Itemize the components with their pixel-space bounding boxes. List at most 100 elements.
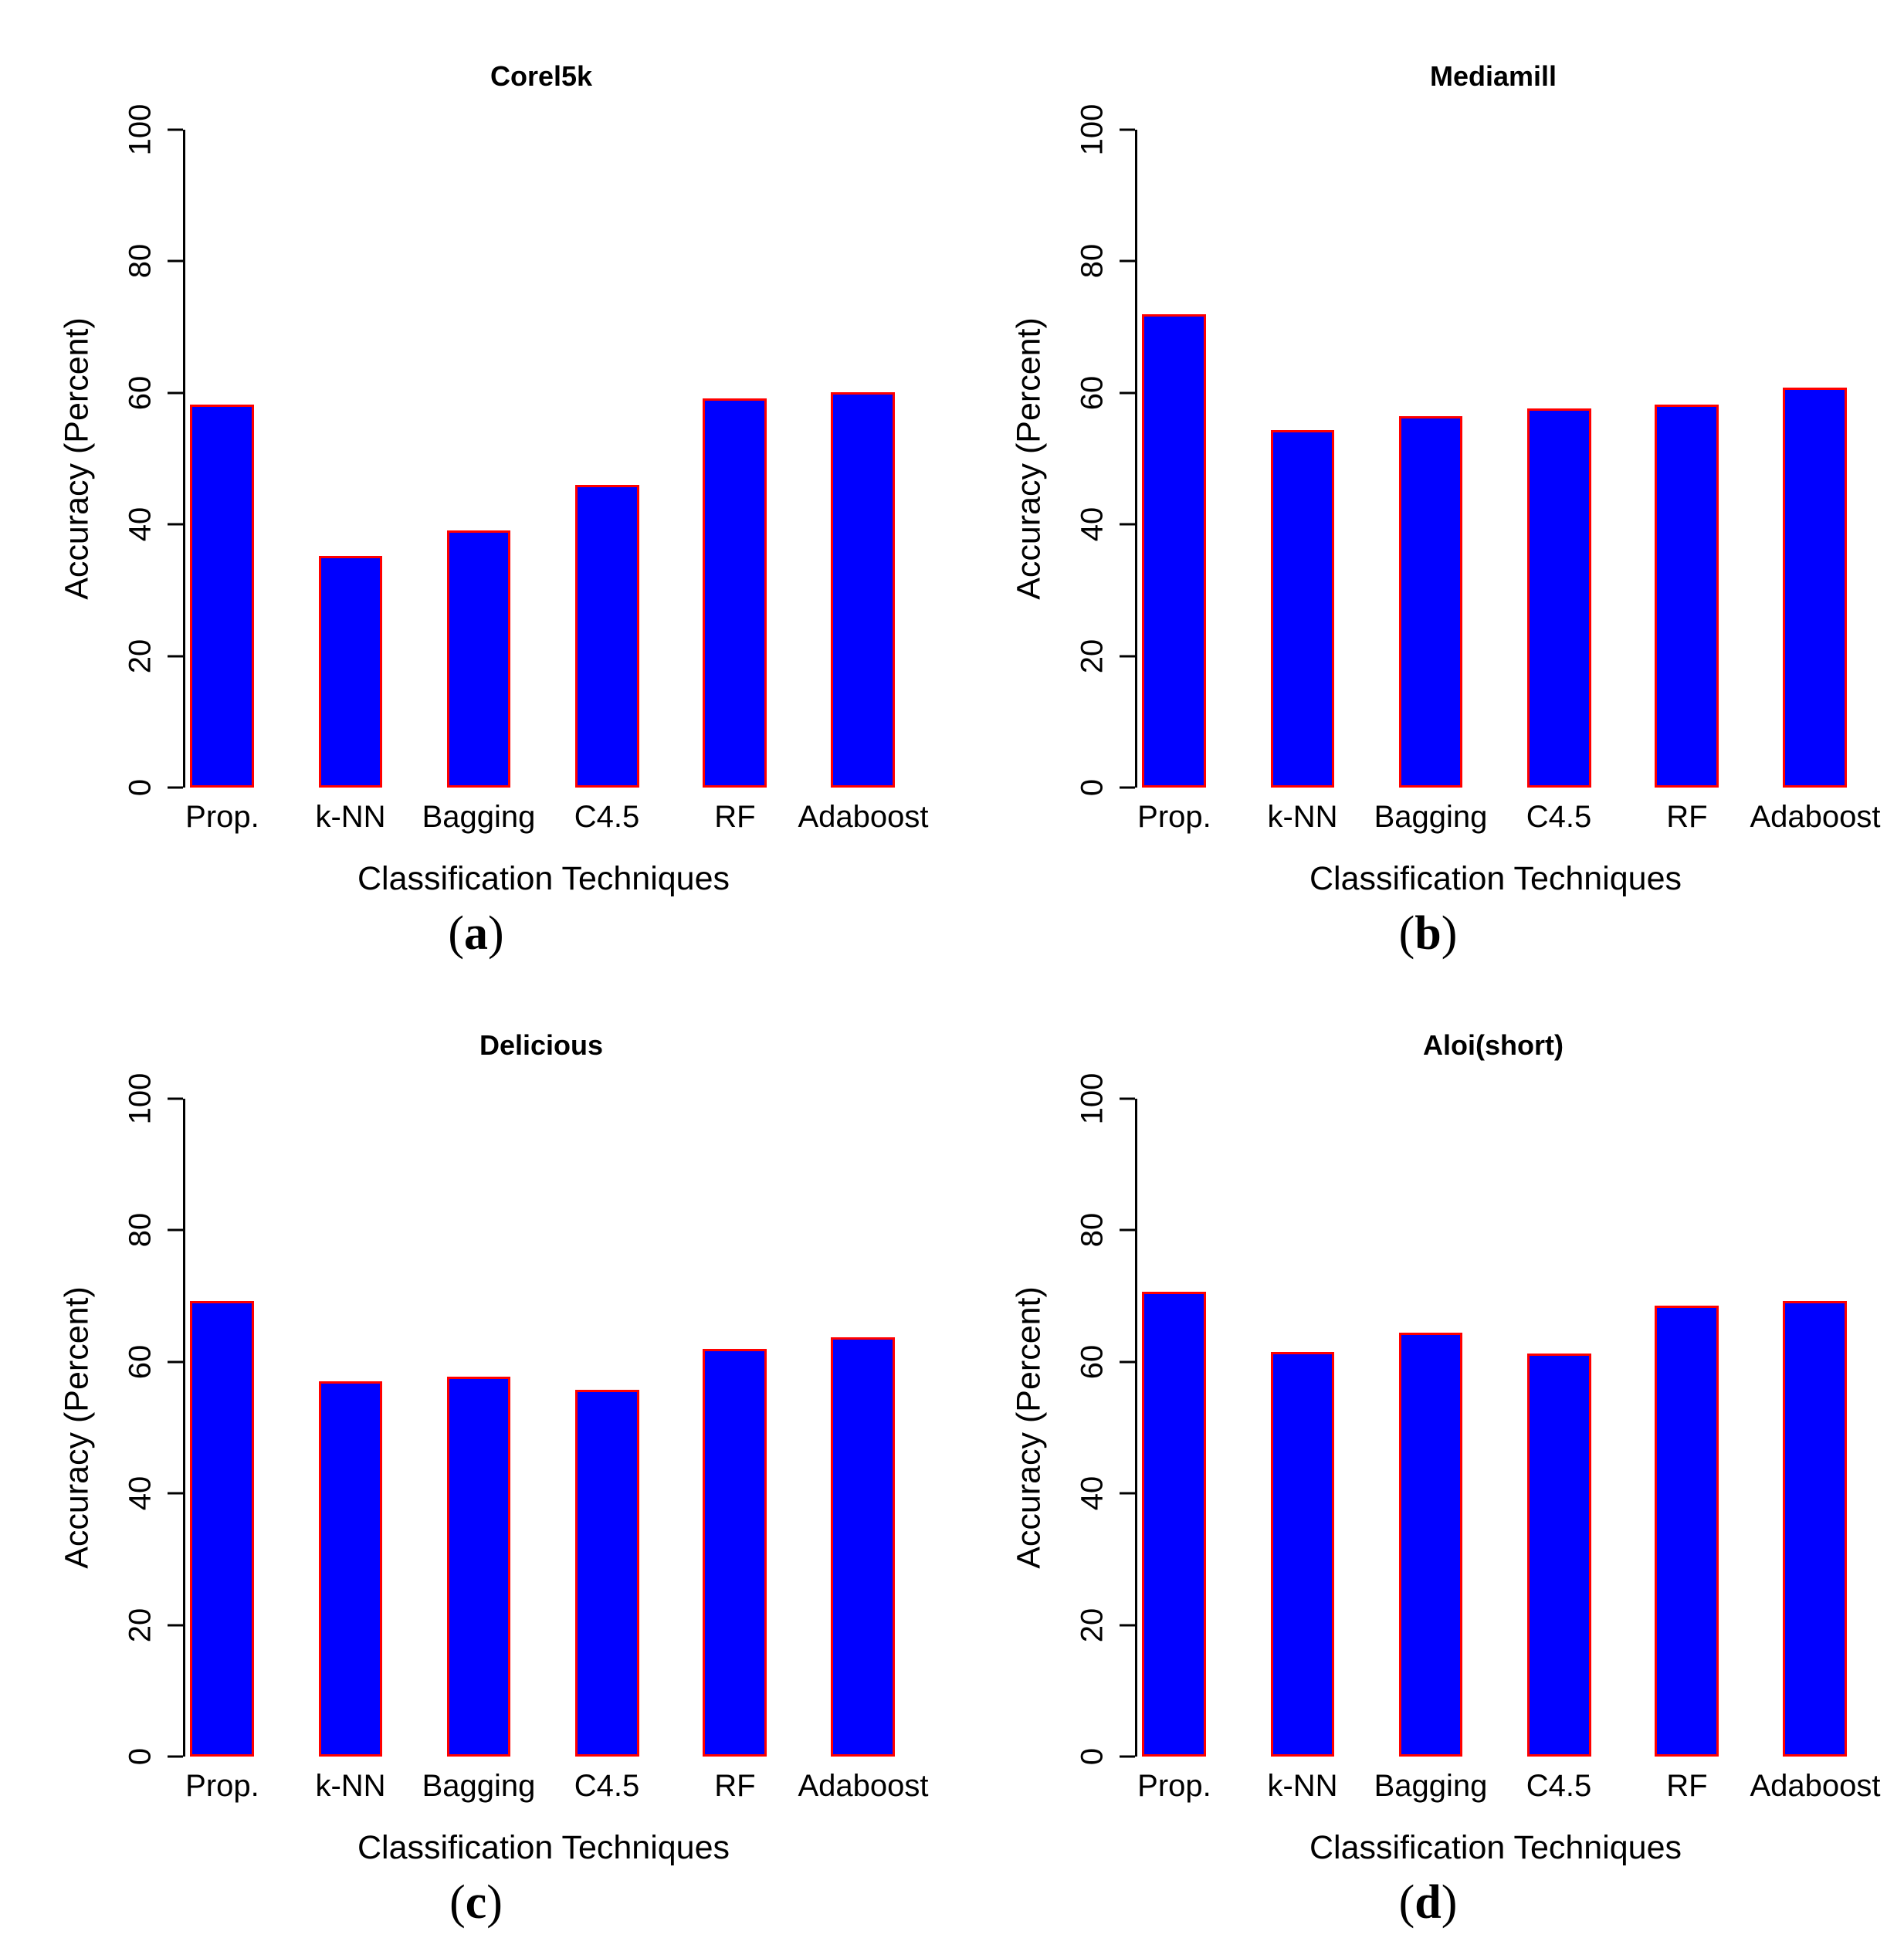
chart-title: Delicious <box>479 1029 604 1061</box>
y-tick-label: 20 <box>123 639 158 673</box>
x-axis-label: Classification Techniques <box>1309 1829 1682 1866</box>
panel-label-letter: a <box>464 907 488 960</box>
x-tick-label: Prop. <box>1137 800 1211 834</box>
panel-c: Delicious Accuracy (Percent) Classificat… <box>0 969 952 1938</box>
x-tick-label: RF <box>1666 800 1708 834</box>
chart-title: Aloi(short) <box>1423 1029 1564 1061</box>
y-tick-mark <box>168 259 183 263</box>
x-tick-label: Bagging <box>1374 800 1488 834</box>
y-tick-mark <box>1120 1097 1135 1100</box>
panel-label-close-paren: ) <box>1441 1876 1458 1929</box>
bar-k-nn <box>318 1381 383 1757</box>
y-tick-mark <box>1120 259 1135 263</box>
x-tick-label: RF <box>1666 1769 1708 1803</box>
x-axis-label: Classification Techniques <box>357 1829 730 1866</box>
y-tick-label: 60 <box>1075 375 1110 411</box>
y-tick-mark <box>168 655 183 658</box>
y-tick-label: 80 <box>123 244 158 279</box>
panel-d: Aloi(short) Accuracy (Percent) Classific… <box>952 969 1904 1938</box>
x-axis-label: Classification Techniques <box>357 860 730 897</box>
bar-rf <box>1655 405 1719 788</box>
bar-k-nn <box>318 556 383 788</box>
y-tick-label: 40 <box>1075 507 1110 542</box>
y-tick-label: 100 <box>123 1072 158 1125</box>
x-tick-label: C4.5 <box>1526 800 1592 834</box>
bar-prop- <box>1142 313 1207 788</box>
plot-area: Accuracy (Percent) Classification Techni… <box>59 1073 929 1866</box>
y-tick-label: 20 <box>1075 639 1110 673</box>
x-tick-label: RF <box>714 1769 756 1803</box>
panel-label-close-paren: ) <box>488 907 504 960</box>
chart-title: Corel5k <box>490 60 593 92</box>
panel-label-close-paren: ) <box>486 1876 503 1929</box>
bar-c4-5 <box>1526 408 1591 788</box>
panel-label: (a) <box>448 906 503 961</box>
y-tick-label: 100 <box>123 103 158 156</box>
y-tick-mark <box>168 128 183 131</box>
x-tick-label: Prop. <box>185 1769 259 1803</box>
y-tick-mark <box>1120 786 1135 789</box>
bar-bagging <box>1398 1333 1463 1757</box>
y-tick-mark <box>168 1624 183 1627</box>
y-tick-label: 40 <box>123 507 158 542</box>
x-tick-label: C4.5 <box>574 1769 640 1803</box>
panel-label-letter: b <box>1414 907 1442 960</box>
y-tick-label: 20 <box>123 1608 158 1642</box>
y-tick-mark <box>1120 1228 1135 1232</box>
panel-label-open-paren: ( <box>1398 907 1415 960</box>
panel-label: (c) <box>449 1875 503 1930</box>
y-tick-mark <box>168 1228 183 1232</box>
x-tick-label: Prop. <box>185 800 259 834</box>
bar-adaboost <box>831 391 896 788</box>
x-tick-label: Bagging <box>422 1769 536 1803</box>
y-tick-label: 40 <box>123 1476 158 1511</box>
panel-label-open-paren: ( <box>449 1876 466 1929</box>
x-tick-label: RF <box>714 800 756 834</box>
y-tick-mark <box>1120 655 1135 658</box>
bar-prop- <box>190 1301 255 1757</box>
bar-c4-5 <box>1526 1353 1591 1757</box>
y-tick-mark <box>1120 391 1135 395</box>
y-tick-mark <box>168 1755 183 1758</box>
panel-label: (b) <box>1399 906 1458 961</box>
bar-bagging <box>446 530 511 788</box>
bar-adaboost <box>1783 387 1848 788</box>
y-tick-label: 0 <box>1075 778 1110 797</box>
y-tick-label: 80 <box>1075 244 1110 279</box>
y-tick-label: 40 <box>1075 1476 1110 1511</box>
y-tick-mark <box>1120 1755 1135 1758</box>
panel-label-open-paren: ( <box>448 907 464 960</box>
y-tick-label: 60 <box>123 375 158 411</box>
bar-adaboost <box>1783 1300 1848 1757</box>
panel-label-open-paren: ( <box>1398 1876 1415 1929</box>
y-axis-label: Accuracy (Percent) <box>1010 317 1048 600</box>
plot-area: Accuracy (Percent) Classification Techni… <box>1011 104 1881 897</box>
y-tick-mark <box>1120 1360 1135 1364</box>
x-tick-label: Adaboost <box>798 800 929 834</box>
y-tick-label: 100 <box>1075 1072 1110 1125</box>
x-tick-label: Bagging <box>422 800 536 834</box>
bar-k-nn <box>1270 430 1335 788</box>
x-tick-label: C4.5 <box>574 800 640 834</box>
y-tick-label: 0 <box>123 1747 158 1766</box>
bar-rf <box>703 1348 767 1757</box>
panel-b: Mediamill Accuracy (Percent) Classificat… <box>952 0 1904 969</box>
x-axis-label: Classification Techniques <box>1309 860 1682 897</box>
x-tick-label: Bagging <box>1374 1769 1488 1803</box>
y-axis-label: Accuracy (Percent) <box>1010 1286 1048 1569</box>
x-tick-label: Adaboost <box>1750 800 1881 834</box>
bar-k-nn <box>1270 1352 1335 1757</box>
chart-title: Mediamill <box>1429 60 1557 92</box>
y-tick-label: 0 <box>1075 1747 1110 1766</box>
y-tick-mark <box>168 1097 183 1100</box>
panel-label: (d) <box>1399 1875 1458 1930</box>
x-tick-label: Adaboost <box>798 1769 929 1803</box>
y-tick-mark <box>1120 523 1135 526</box>
x-tick-label: C4.5 <box>1526 1769 1592 1803</box>
y-tick-mark <box>168 391 183 395</box>
bar-rf <box>703 398 767 788</box>
y-tick-mark <box>1120 1624 1135 1627</box>
x-tick-label: Prop. <box>1137 1769 1211 1803</box>
y-tick-label: 80 <box>123 1213 158 1248</box>
